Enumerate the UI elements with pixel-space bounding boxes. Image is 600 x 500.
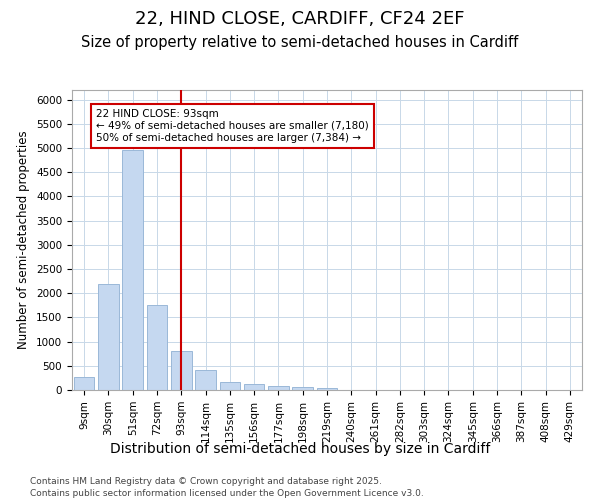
Bar	[171, 352, 191, 390]
Text: 22 HIND CLOSE: 93sqm
← 49% of semi-detached houses are smaller (7,180)
50% of se: 22 HIND CLOSE: 93sqm ← 49% of semi-detac…	[96, 110, 369, 142]
Text: Distribution of semi-detached houses by size in Cardiff: Distribution of semi-detached houses by …	[110, 442, 490, 456]
Y-axis label: Number of semi-detached properties: Number of semi-detached properties	[17, 130, 31, 350]
Bar	[244, 384, 265, 390]
Text: Contains public sector information licensed under the Open Government Licence v3: Contains public sector information licen…	[30, 489, 424, 498]
Text: Contains HM Land Registry data © Crown copyright and database right 2025.: Contains HM Land Registry data © Crown c…	[30, 478, 382, 486]
Bar	[195, 370, 216, 390]
Bar	[268, 386, 289, 390]
Bar	[74, 377, 94, 390]
Text: Size of property relative to semi-detached houses in Cardiff: Size of property relative to semi-detach…	[82, 35, 518, 50]
Text: 22, HIND CLOSE, CARDIFF, CF24 2EF: 22, HIND CLOSE, CARDIFF, CF24 2EF	[135, 10, 465, 28]
Bar	[220, 382, 240, 390]
Bar	[122, 150, 143, 390]
Bar	[292, 387, 313, 390]
Bar	[146, 306, 167, 390]
Bar	[98, 284, 119, 390]
Bar	[317, 388, 337, 390]
